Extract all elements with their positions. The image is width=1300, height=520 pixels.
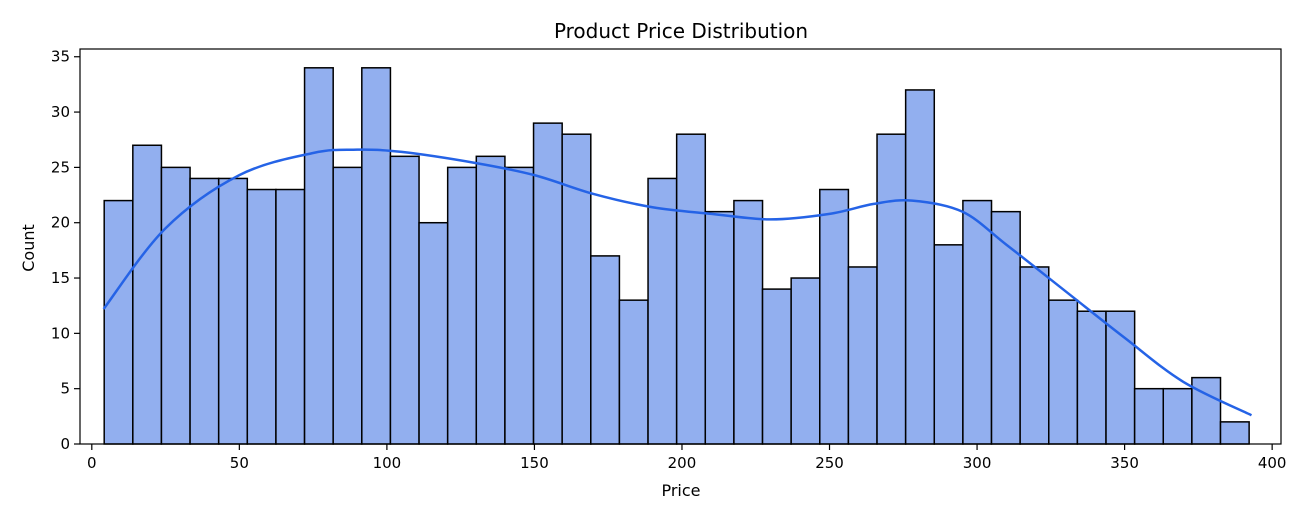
histogram-bar <box>246 188 277 445</box>
histogram-bar <box>103 199 134 445</box>
y-tick-label: 5 <box>60 380 70 398</box>
x-tick-label: 0 <box>87 454 97 472</box>
x-tick-label: 50 <box>230 454 249 472</box>
histogram-bar <box>1076 310 1107 445</box>
chart-title: Product Price Distribution <box>554 19 808 43</box>
x-tick-label: 200 <box>668 454 697 472</box>
histogram-bar <box>876 133 907 445</box>
y-tick-label: 35 <box>51 48 70 66</box>
histogram-bar <box>990 210 1021 445</box>
x-tick-label: 250 <box>815 454 844 472</box>
histogram-bar <box>733 199 764 445</box>
histogram-bar <box>475 155 506 445</box>
histogram-bar <box>647 177 678 445</box>
histogram-bar <box>132 144 163 445</box>
y-tick-label: 10 <box>51 324 70 342</box>
histogram-bar <box>1019 266 1050 445</box>
histogram-bars <box>103 67 1250 445</box>
histogram-bar <box>962 199 993 445</box>
axes: 0 50 100 150 200 250 300 350 400 0 5 10 15 20 25 30 35 <box>51 48 1287 472</box>
histogram-bar <box>1191 376 1222 445</box>
histogram-bar <box>389 155 420 445</box>
x-axis-label: Price <box>661 481 700 500</box>
histogram-bar <box>618 299 649 445</box>
y-tick-label: 25 <box>51 158 70 176</box>
histogram-bar <box>532 122 563 445</box>
histogram-bar <box>904 89 936 445</box>
histogram-bar <box>1048 299 1079 445</box>
y-tick-label: 30 <box>51 103 70 121</box>
x-tick-label: 400 <box>1258 454 1287 472</box>
histogram-bar <box>790 277 821 445</box>
histogram-bar <box>160 166 191 445</box>
histogram-bar <box>561 133 592 445</box>
histogram-bar <box>504 166 535 445</box>
kde-curve-group <box>102 148 1253 417</box>
histogram-bar <box>418 221 449 445</box>
x-tick-label: 150 <box>520 454 549 472</box>
histogram-bar <box>275 188 306 445</box>
histogram-bar <box>590 255 621 445</box>
histogram-bar <box>361 67 392 445</box>
y-tick-label: 15 <box>51 269 70 287</box>
histogram-bar <box>189 177 220 445</box>
y-axis-label: Count <box>19 224 38 272</box>
histogram-bar <box>819 188 850 445</box>
histogram-bar <box>1162 387 1193 445</box>
histogram-bar <box>1219 421 1250 445</box>
histogram-bar <box>446 166 478 445</box>
x-tick-label: 350 <box>1110 454 1139 472</box>
x-tick-label: 300 <box>963 454 992 472</box>
plot-frame <box>79 48 1282 445</box>
x-tick-label: 100 <box>373 454 402 472</box>
y-tick-label: 0 <box>60 435 70 453</box>
histogram-bar <box>1133 387 1165 445</box>
histogram-bar <box>847 266 878 445</box>
histogram-bar <box>217 177 249 445</box>
histogram-bar <box>303 67 334 445</box>
histogram-bar <box>704 210 735 445</box>
histogram-bar <box>761 288 792 445</box>
histogram-bar <box>1105 310 1136 445</box>
histogram-bar <box>933 244 964 445</box>
kde-curve <box>102 148 1253 417</box>
y-tick-label: 20 <box>51 214 70 232</box>
histogram-bar <box>332 166 363 445</box>
histogram-bar <box>675 133 707 445</box>
